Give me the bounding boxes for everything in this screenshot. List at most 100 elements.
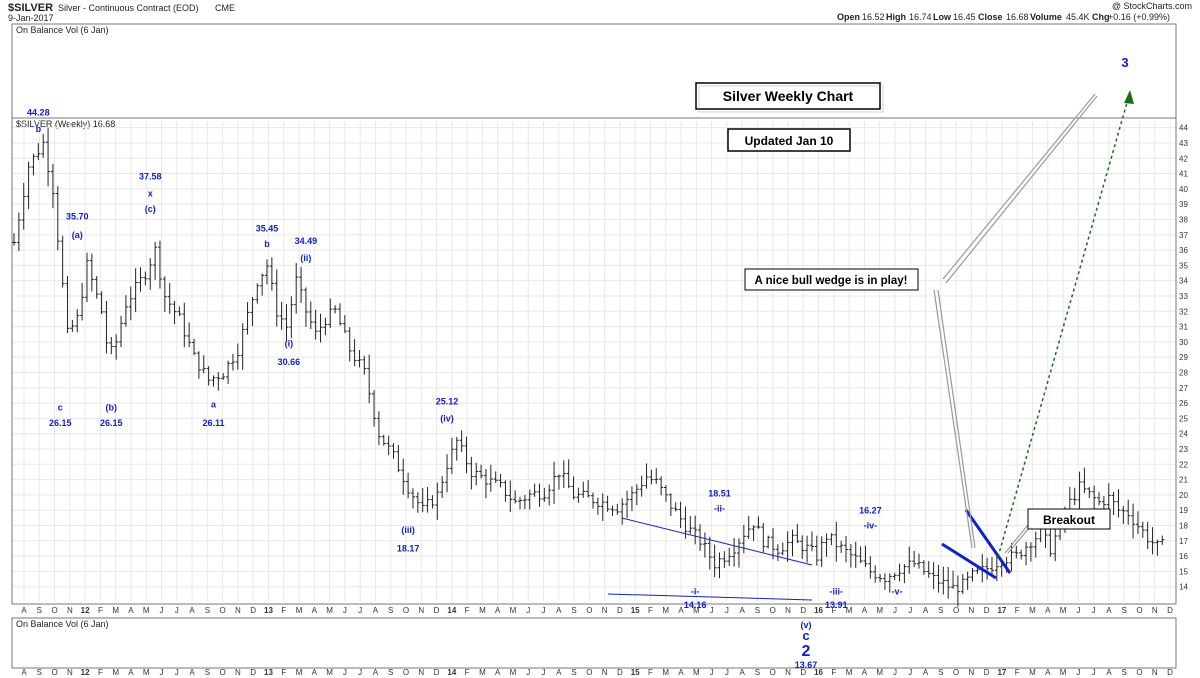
price-panel: $SILVER (Weekly) 16.68 bbox=[11, 117, 1177, 605]
price-bar bbox=[1116, 489, 1121, 518]
x-tick-label: M bbox=[479, 668, 486, 677]
wave-label: b bbox=[264, 239, 270, 249]
x-tick-label: F bbox=[98, 668, 103, 677]
price-bar bbox=[250, 297, 255, 327]
price-bar bbox=[284, 304, 289, 341]
x-tick-label: 16 bbox=[814, 606, 823, 615]
quote-bar: Open 16.52 High 16.74 Low 16.45 Close 16… bbox=[837, 12, 1170, 22]
x-tick-label: A bbox=[923, 606, 929, 615]
x-tick-label: D bbox=[617, 668, 623, 677]
x-tick-label: M bbox=[479, 606, 486, 615]
wave-label: 18.51 bbox=[708, 488, 731, 498]
x-tick-label: M bbox=[143, 606, 150, 615]
y-tick-label: 24 bbox=[1179, 430, 1188, 439]
updated-label: Updated Jan 10 bbox=[745, 134, 834, 148]
wave-label: 44.28 bbox=[27, 107, 50, 117]
obv-bottom-label: On Balance Vol (6 Jan) bbox=[16, 619, 109, 629]
open-value: 16.52 bbox=[862, 12, 885, 22]
x-tick-label: 14 bbox=[447, 668, 456, 677]
price-bar bbox=[897, 563, 902, 582]
price-bar bbox=[46, 127, 51, 187]
x-tick-label: A bbox=[1045, 668, 1051, 677]
wedge-upper-line bbox=[964, 509, 1012, 574]
price-bar bbox=[440, 475, 445, 499]
x-tick-label: N bbox=[785, 668, 791, 677]
x-tick-label: D bbox=[800, 606, 806, 615]
price-bar bbox=[133, 268, 138, 313]
x-tick-label: O bbox=[953, 606, 959, 615]
y-tick-label: 19 bbox=[1179, 506, 1188, 515]
price-bar bbox=[722, 551, 727, 568]
price-bar bbox=[196, 351, 201, 379]
x-tick-label: A bbox=[373, 668, 379, 677]
wave-label: -iii- bbox=[830, 586, 844, 596]
price-bar bbox=[654, 468, 659, 484]
price-bar bbox=[1072, 487, 1077, 506]
price-bar bbox=[673, 502, 678, 512]
x-tick-label: M bbox=[662, 668, 669, 677]
x-tick-label: M bbox=[693, 668, 700, 677]
price-bar bbox=[1077, 471, 1082, 515]
price-bar bbox=[1121, 506, 1126, 525]
x-tick-label: A bbox=[556, 668, 562, 677]
y-tick-label: 28 bbox=[1179, 368, 1188, 377]
price-bar bbox=[746, 515, 751, 540]
y-axis: 14 15 16 17 18 19 20 21 22 23 24 25 26 27 28 29 30 31 32 33… bbox=[1179, 124, 1188, 592]
price-bar bbox=[94, 276, 99, 299]
x-tick-label: A bbox=[495, 606, 501, 615]
y-tick-label: 36 bbox=[1179, 246, 1188, 255]
x-tick-label: S bbox=[938, 606, 943, 615]
x-tick-label: N bbox=[1152, 606, 1158, 615]
x-tick-label: J bbox=[1092, 606, 1096, 615]
price-bar bbox=[994, 553, 999, 581]
y-tick-label: 41 bbox=[1179, 170, 1188, 179]
wave-annotations: 44.28 b c 26.15 35.70 (a) (b) 26.15 37.58 x (c) a 26… bbox=[27, 107, 903, 610]
exchange-label: CME bbox=[215, 3, 235, 13]
wave-label: (c) bbox=[145, 204, 156, 214]
wave-label: 14.16 bbox=[684, 600, 707, 610]
x-tick-label: A bbox=[128, 668, 134, 677]
x-tick-label: N bbox=[418, 606, 424, 615]
y-tick-label: 22 bbox=[1179, 460, 1188, 469]
price-bar bbox=[1150, 527, 1155, 555]
price-bar bbox=[454, 436, 459, 461]
x-tick-label: M bbox=[662, 606, 669, 615]
price-bar bbox=[299, 266, 304, 303]
symbol-label: $SILVER bbox=[8, 2, 53, 14]
x-tick-label: M bbox=[693, 606, 700, 615]
price-bar bbox=[260, 273, 265, 296]
y-tick-label: 43 bbox=[1179, 139, 1188, 148]
x-tick-label: 12 bbox=[81, 668, 90, 677]
price-bars bbox=[12, 127, 1165, 607]
price-bar bbox=[1111, 492, 1116, 516]
wave-label: a bbox=[211, 400, 217, 410]
price-bar bbox=[853, 541, 858, 568]
x-tick-label: S bbox=[37, 668, 42, 677]
price-bar bbox=[591, 492, 595, 509]
x-tick-label: F bbox=[648, 606, 653, 615]
price-bar bbox=[941, 566, 946, 595]
price-bar bbox=[21, 182, 26, 230]
x-tick-label: M bbox=[143, 668, 150, 677]
y-tick-label: 30 bbox=[1179, 338, 1188, 347]
chart-date: 9-Jan-2017 bbox=[8, 13, 54, 23]
price-bar bbox=[65, 275, 70, 334]
x-tick-label: F bbox=[1015, 606, 1020, 615]
price-bar bbox=[819, 536, 824, 567]
wave-label: 30.66 bbox=[278, 357, 301, 367]
x-tick-label: S bbox=[37, 606, 42, 615]
price-grid bbox=[13, 121, 1175, 601]
price-bar bbox=[449, 437, 454, 474]
x-tick-label: O bbox=[1136, 668, 1142, 677]
price-bar bbox=[1019, 549, 1024, 560]
upper-channel-line bbox=[621, 517, 813, 566]
x-tick-label: A bbox=[189, 668, 195, 677]
price-bar bbox=[1053, 525, 1058, 562]
symbol-description: Silver - Continuous Contract (EOD) bbox=[58, 3, 199, 13]
x-tick-label: M bbox=[1029, 668, 1036, 677]
wave-label: 37.58 bbox=[139, 172, 162, 182]
x-tick-label: A bbox=[373, 606, 379, 615]
y-tick-label: 44 bbox=[1179, 124, 1188, 133]
x-tick-label: J bbox=[1092, 668, 1096, 677]
